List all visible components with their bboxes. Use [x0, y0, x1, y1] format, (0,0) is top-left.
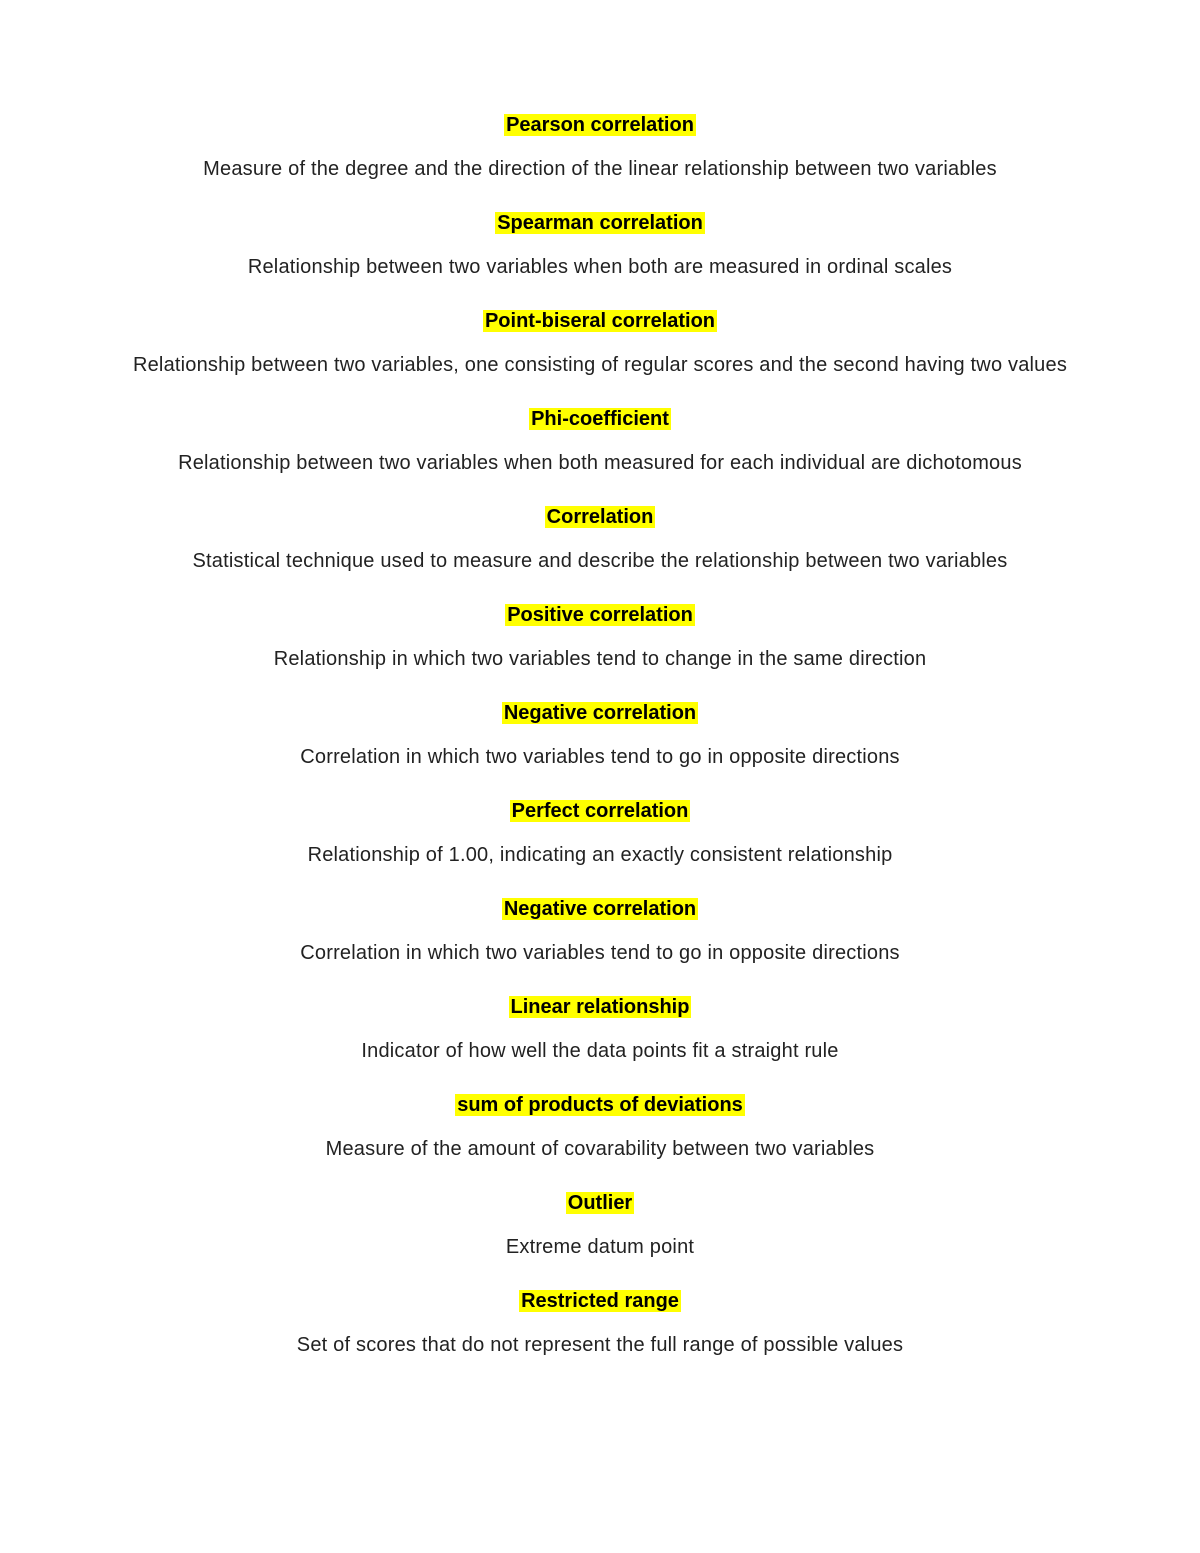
term-label: Negative correlation — [502, 702, 698, 724]
glossary-entry: Pearson correlation Measure of the degre… — [120, 110, 1080, 184]
definition-text: Relationship between two variables, one … — [120, 350, 1080, 380]
definition-text: Measure of the amount of covarability be… — [120, 1134, 1080, 1164]
term-label: Perfect correlation — [510, 800, 691, 822]
definition-text: Measure of the degree and the direction … — [120, 154, 1080, 184]
definition-text: Relationship in which two variables tend… — [120, 644, 1080, 674]
definition-text: Set of scores that do not represent the … — [120, 1330, 1080, 1360]
term-label: Correlation — [545, 506, 656, 528]
glossary-entry: sum of products of deviations Measure of… — [120, 1090, 1080, 1164]
glossary-entry: Outlier Extreme datum point — [120, 1188, 1080, 1262]
term-label: Negative correlation — [502, 898, 698, 920]
term-label: Phi-coefficient — [529, 408, 671, 430]
term-label: Pearson correlation — [504, 114, 696, 136]
glossary-entry: Perfect correlation Relationship of 1.00… — [120, 796, 1080, 870]
glossary-entry: Restricted range Set of scores that do n… — [120, 1286, 1080, 1360]
definition-text: Relationship between two variables when … — [120, 252, 1080, 282]
term-label: sum of products of deviations — [455, 1094, 745, 1116]
glossary-entry: Spearman correlation Relationship betwee… — [120, 208, 1080, 282]
term-label: Positive correlation — [505, 604, 695, 626]
glossary-entry: Linear relationship Indicator of how wel… — [120, 992, 1080, 1066]
definition-text: Relationship between two variables when … — [120, 448, 1080, 478]
glossary-entry: Negative correlation Correlation in whic… — [120, 698, 1080, 772]
term-label: Spearman correlation — [495, 212, 705, 234]
glossary-entry: Negative correlation Correlation in whic… — [120, 894, 1080, 968]
definition-text: Correlation in which two variables tend … — [120, 742, 1080, 772]
glossary-entry: Positive correlation Relationship in whi… — [120, 600, 1080, 674]
term-label: Linear relationship — [509, 996, 692, 1018]
definition-text: Correlation in which two variables tend … — [120, 938, 1080, 968]
term-label: Restricted range — [519, 1290, 681, 1312]
definition-text: Indicator of how well the data points fi… — [120, 1036, 1080, 1066]
glossary-entry: Phi-coefficient Relationship between two… — [120, 404, 1080, 478]
term-label: Outlier — [566, 1192, 634, 1214]
glossary-entry: Correlation Statistical technique used t… — [120, 502, 1080, 576]
definition-text: Statistical technique used to measure an… — [120, 546, 1080, 576]
definition-text: Relationship of 1.00, indicating an exac… — [120, 840, 1080, 870]
term-label: Point-biseral correlation — [483, 310, 717, 332]
glossary-entry: Point-biseral correlation Relationship b… — [120, 306, 1080, 380]
definition-text: Extreme datum point — [120, 1232, 1080, 1262]
